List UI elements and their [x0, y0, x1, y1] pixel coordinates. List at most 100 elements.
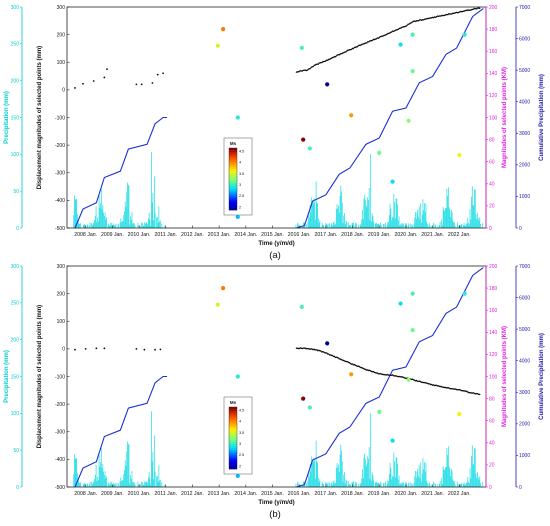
- precipitation-axis-label: Precipitation (mm): [4, 350, 10, 403]
- displacement-point: [106, 68, 108, 71]
- magnitude-axis: 0 20 40 60 80 100 120 140 160 180 200: [485, 5, 498, 232]
- displacement-tick-label: -100: [55, 374, 65, 380]
- x-axis-label: Time (y/m/d): [258, 240, 294, 247]
- precipitation-tick-label: 250: [11, 301, 20, 307]
- precipitation-tick-label: 0: [16, 485, 19, 491]
- displacement-point: [406, 24, 408, 27]
- displacement-tick-label: 300: [57, 5, 66, 11]
- x-tick-label: 2015 Jan.: [261, 491, 284, 497]
- x-tick-label: 2011 Jan.: [155, 232, 177, 238]
- cumulative-tick-label: 4000: [519, 100, 530, 106]
- displacement-axis-label: Displacement magnitudes of selected poin…: [37, 305, 43, 448]
- cumulative-axis-label: Cumulative Precipitation (mm): [539, 74, 545, 161]
- displacement-point: [390, 31, 393, 33]
- earthquake-marker: [377, 409, 382, 414]
- cumulative-precipitation-line: [74, 375, 168, 488]
- magnitude-tick-label: 160: [489, 308, 498, 314]
- earthquake-marker: [390, 438, 395, 443]
- precipitation-tick-label: 300: [11, 264, 20, 270]
- cumulative-tick-label: 0: [519, 226, 522, 232]
- precipitation-bars: [73, 411, 484, 487]
- x-tick-label: 2012 Jan.: [181, 232, 204, 238]
- colorbar-title: Ms: [230, 141, 237, 146]
- precipitation-tick-label: 250: [11, 42, 20, 48]
- colorbar-step: [229, 197, 237, 200]
- colorbar-step: [229, 154, 237, 157]
- cumulative-tick-label: 2000: [519, 163, 530, 169]
- magnitude-tick-label: 0: [489, 226, 492, 232]
- displacement-point: [408, 23, 410, 25]
- cumulative-tick-label: 5000: [519, 68, 530, 74]
- colorbar-step: [229, 164, 237, 167]
- colorbar-step: [229, 446, 237, 449]
- colorbar-tick-label: 3.5: [239, 172, 244, 176]
- x-tick-label: 2022 Jan.: [448, 491, 471, 497]
- precipitation-bars: [73, 152, 484, 228]
- displacement-point: [356, 45, 359, 48]
- colorbar-step: [229, 205, 237, 209]
- colorbar-step: [229, 448, 237, 451]
- cumulative-tick-label: 1000: [519, 194, 530, 200]
- x-tick-label: 2017 Jan.: [314, 491, 337, 497]
- colorbar-step: [229, 150, 237, 153]
- precipitation-tick-label: 50: [13, 189, 19, 195]
- colorbar-step: [229, 199, 237, 203]
- colorbar-step: [229, 462, 237, 466]
- displacement-tick-label: 0: [62, 88, 65, 94]
- earthquake-marker: [235, 374, 240, 379]
- precipitation-tick-label: 150: [11, 374, 20, 380]
- colorbar-step: [229, 419, 237, 422]
- precipitation-axis-label: Precipitation (mm): [4, 91, 10, 144]
- earthquake-marker: [307, 146, 312, 151]
- displacement-point: [135, 347, 138, 350]
- colorbar-tick-label: 3: [239, 183, 241, 187]
- magnitude-tick-label: 140: [489, 71, 498, 77]
- displacement-point: [411, 21, 413, 24]
- magnitude-tick-label: 40: [489, 182, 495, 188]
- precipitation-tick-label: 100: [11, 152, 20, 158]
- displacement-point: [317, 63, 319, 65]
- cumulative-axis-label: Cumulative Precipitation (mm): [539, 333, 545, 420]
- x-axis-label: Time (y/m/d): [258, 499, 294, 506]
- colorbar-step: [229, 179, 237, 182]
- cumulative-tick-label: 6000: [519, 36, 530, 42]
- colorbar-step: [229, 452, 237, 455]
- cumulative-tick-label: 3000: [519, 131, 530, 137]
- displacement-point: [478, 393, 481, 396]
- displacement-axis: -500 -400 -300 -200 -100 0 100 200 300: [55, 5, 70, 232]
- earthquake-marker: [349, 372, 354, 377]
- displacement-point: [352, 47, 355, 50]
- x-tick-label: 2020 Jan.: [395, 232, 418, 238]
- earthquake-marker: [406, 377, 411, 382]
- earthquake-marker: [390, 179, 395, 184]
- chart-panel-a: 2008 Jan. 2009 Jan. 2010 Jan. 2011 Jan. 2012…: [4, 5, 545, 261]
- plot-area: [67, 7, 486, 228]
- x-tick-label: 2012 Jan.: [181, 491, 204, 497]
- earthquake-marker: [410, 327, 415, 333]
- displacement-tick-label: 300: [57, 264, 66, 270]
- earthquake-marker: [301, 137, 306, 142]
- magnitude-tick-label: 60: [489, 419, 495, 425]
- colorbar-step: [229, 442, 237, 445]
- displacement-tick-label: 200: [57, 291, 66, 297]
- colorbar-step: [229, 411, 237, 414]
- colorbar-step: [229, 193, 237, 196]
- displacement-series: [74, 7, 481, 89]
- x-tick-label: 2013 Jan.: [208, 232, 231, 238]
- displacement-point: [95, 347, 98, 350]
- earthquake-marker: [215, 302, 220, 307]
- colorbar-step: [229, 148, 237, 151]
- colorbar: Ms4.5 4 3.5 3 2.5 2: [223, 137, 253, 216]
- cumulative-precipitation-line: [74, 116, 168, 229]
- colorbar-tick-label: 2: [239, 205, 241, 209]
- earthquake-marker: [398, 301, 403, 306]
- displacement-point: [351, 363, 354, 365]
- magnitude-tick-label: 140: [489, 330, 498, 336]
- magnitude-tick-label: 100: [489, 115, 498, 121]
- magnitude-axis: 0 20 40 60 80 100 120 140 160 180 200: [485, 264, 498, 491]
- cumulative-tick-label: 6000: [519, 295, 530, 301]
- colorbar-step: [229, 456, 237, 459]
- colorbar-step: [229, 450, 237, 453]
- colorbar-tick-label: 2.5: [239, 194, 244, 198]
